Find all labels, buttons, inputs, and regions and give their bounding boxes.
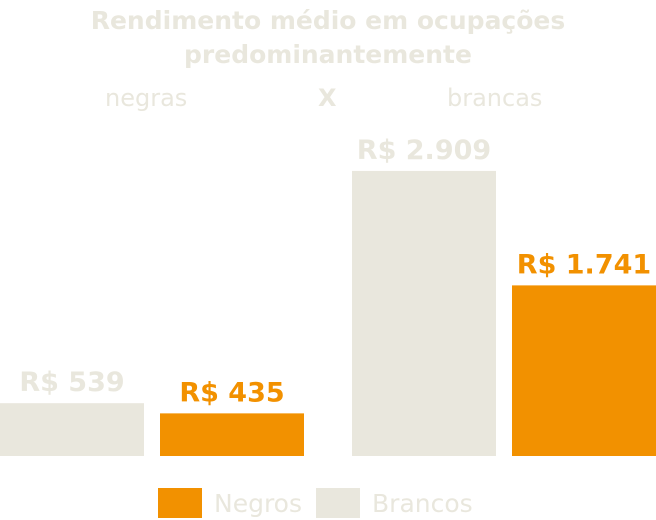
subtitle-left: negras [105, 84, 188, 112]
bar-brancos-brancas [352, 170, 496, 456]
chart-title: Rendimento médio em ocupações predominan… [0, 4, 656, 72]
legend-item-brancos: Brancos [316, 488, 473, 518]
bar-brancos-negras [0, 403, 144, 456]
legend-swatch-brancos [316, 488, 361, 518]
data-label-negros-brancas: R$ 1.741 [517, 249, 651, 280]
legend-item-negros: Negros [158, 488, 302, 518]
legend: Negros Brancos [158, 486, 487, 520]
bar-negros-negras [160, 413, 304, 456]
bar-negros-brancas [512, 285, 656, 456]
subtitle-right: brancas [447, 84, 543, 112]
chart-title-line1: Rendimento médio em ocupações [90, 6, 566, 35]
data-label-brancos-brancas: R$ 2.909 [357, 135, 491, 166]
subtitle-x: X [318, 84, 337, 112]
legend-label-negros: Negros [214, 488, 303, 518]
legend-label-brancos: Brancos [372, 488, 473, 518]
data-label-brancos-negras: R$ 539 [19, 367, 124, 398]
legend-swatch-negros [158, 488, 202, 518]
data-label-negros-negras: R$ 435 [179, 377, 284, 408]
chart-title-line2: predominantemente [184, 40, 472, 69]
